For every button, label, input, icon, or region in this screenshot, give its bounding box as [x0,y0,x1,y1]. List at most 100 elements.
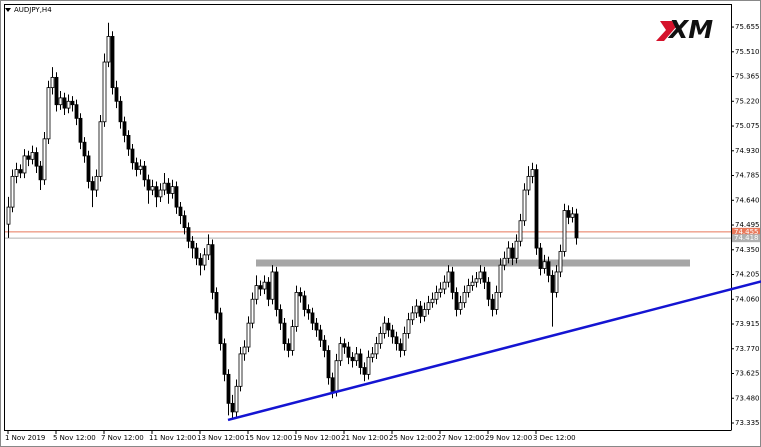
candle-body [270,271,275,300]
menu-icon [5,8,11,12]
candle-body [358,353,363,368]
y-tick-label: 74.640 [735,196,760,204]
candle-body [394,336,399,345]
candle-body [406,319,411,334]
candle-body [258,285,263,290]
x-tick-label: 21 Nov 12:00 [341,434,388,442]
candle-body [346,346,351,358]
candle-body [146,179,151,191]
candle-body [438,288,443,293]
logo-icon [656,21,676,41]
y-tick-label: 74.785 [735,172,760,180]
candle-body [102,61,107,123]
candle-body [558,251,563,273]
candle-body [566,210,571,218]
candle-body [490,298,495,310]
candle-body [382,322,387,334]
candle-body [78,117,83,143]
candle-body [302,295,307,310]
candle-body [526,175,531,191]
candle-body [538,247,543,269]
y-tick-label: 75.510 [735,48,760,56]
candle-body [334,360,339,392]
price-label: 74.418 [734,234,759,242]
candle-body [450,271,455,293]
candle-body [110,36,115,89]
candle-body [254,285,259,300]
candle-body [426,302,431,310]
x-tick-label: 25 Nov 12:00 [389,434,436,442]
y-tick-label: 74.930 [735,147,760,155]
candle-body [34,152,39,167]
candle-body [486,281,491,300]
candle-body [514,240,519,259]
candle-body [318,329,323,341]
candle-body [246,322,251,348]
logo: XM [656,15,713,44]
candle-body [114,87,119,102]
candle-body [518,220,523,242]
candle-body [482,271,487,283]
candle-body [550,274,555,293]
candle-body [342,343,347,348]
candle-body [306,309,311,314]
candle-body [354,353,359,362]
candle-body [542,261,547,269]
candle-body [150,186,155,191]
candle-body [398,343,403,351]
candle-body [198,257,203,266]
candle-body [138,165,143,170]
candle-body [170,186,175,194]
candle-body [54,76,59,106]
candle-body [154,186,159,198]
candle-body [410,312,415,321]
y-tick-label: 73.625 [735,370,760,378]
candle-body [182,215,187,228]
x-tick-label: 5 Nov 12:00 [53,434,96,442]
y-tick-label: 75.220 [735,97,760,105]
candle-body [570,213,575,218]
candle-body [174,186,179,208]
candle-body [362,367,367,375]
x-tick-label: 11 Nov 12:00 [149,434,196,442]
candle-body [98,121,103,177]
candle-body [62,97,67,109]
candle-body [238,353,243,387]
price-label-bg [732,234,760,243]
candle-body [294,292,299,327]
candle-body [494,292,499,310]
candle-body [534,169,539,249]
x-tick-label: 29 Nov 12:00 [485,434,532,442]
zone [256,259,690,267]
candle-body [14,169,19,177]
candle-body [442,281,447,290]
price-label: 74.455 [734,228,759,236]
price-label-bg [732,227,760,236]
candle-body [158,189,163,198]
x-tick-label: 3 Dec 12:00 [533,434,576,442]
x-tick-label: 15 Nov 12:00 [245,434,292,442]
plot-area [5,22,731,419]
x-tick-label: 13 Nov 12:00 [197,434,244,442]
candle-body [330,377,335,392]
candle-body [74,104,79,119]
y-tick-label: 74.060 [735,295,760,303]
candle-body [522,189,527,222]
candle-body [554,271,559,293]
candle-body [70,100,75,106]
candle-body [10,175,15,208]
candle-body [298,292,303,297]
candle-body [322,339,327,351]
candle-body [118,100,123,123]
candle-body [218,312,223,345]
candle-body [46,87,51,140]
y-tick-label: 74.495 [735,221,760,229]
candle-body [370,353,375,358]
candle-body [562,210,567,252]
candle-body [234,385,239,413]
y-tick-label: 75.365 [735,73,760,81]
logo-text: XM [667,15,713,44]
candle-body [454,292,459,310]
